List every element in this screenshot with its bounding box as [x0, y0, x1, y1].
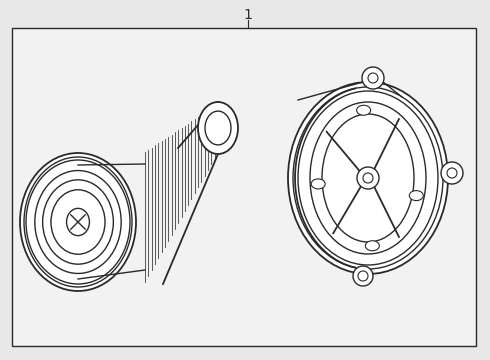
Ellipse shape	[67, 208, 90, 236]
Ellipse shape	[310, 102, 426, 254]
Ellipse shape	[366, 241, 379, 251]
Ellipse shape	[20, 153, 136, 291]
Ellipse shape	[205, 111, 231, 145]
Ellipse shape	[363, 173, 373, 183]
Ellipse shape	[362, 67, 384, 89]
Ellipse shape	[441, 162, 463, 184]
Ellipse shape	[409, 190, 423, 201]
Ellipse shape	[353, 266, 373, 286]
Ellipse shape	[311, 179, 325, 189]
Ellipse shape	[358, 271, 368, 281]
Ellipse shape	[357, 167, 379, 189]
Ellipse shape	[357, 105, 370, 115]
Ellipse shape	[447, 168, 457, 178]
Bar	[12, 28, 476, 346]
Ellipse shape	[198, 102, 238, 154]
Text: 1: 1	[244, 8, 252, 22]
Ellipse shape	[288, 82, 448, 274]
Ellipse shape	[368, 73, 378, 83]
